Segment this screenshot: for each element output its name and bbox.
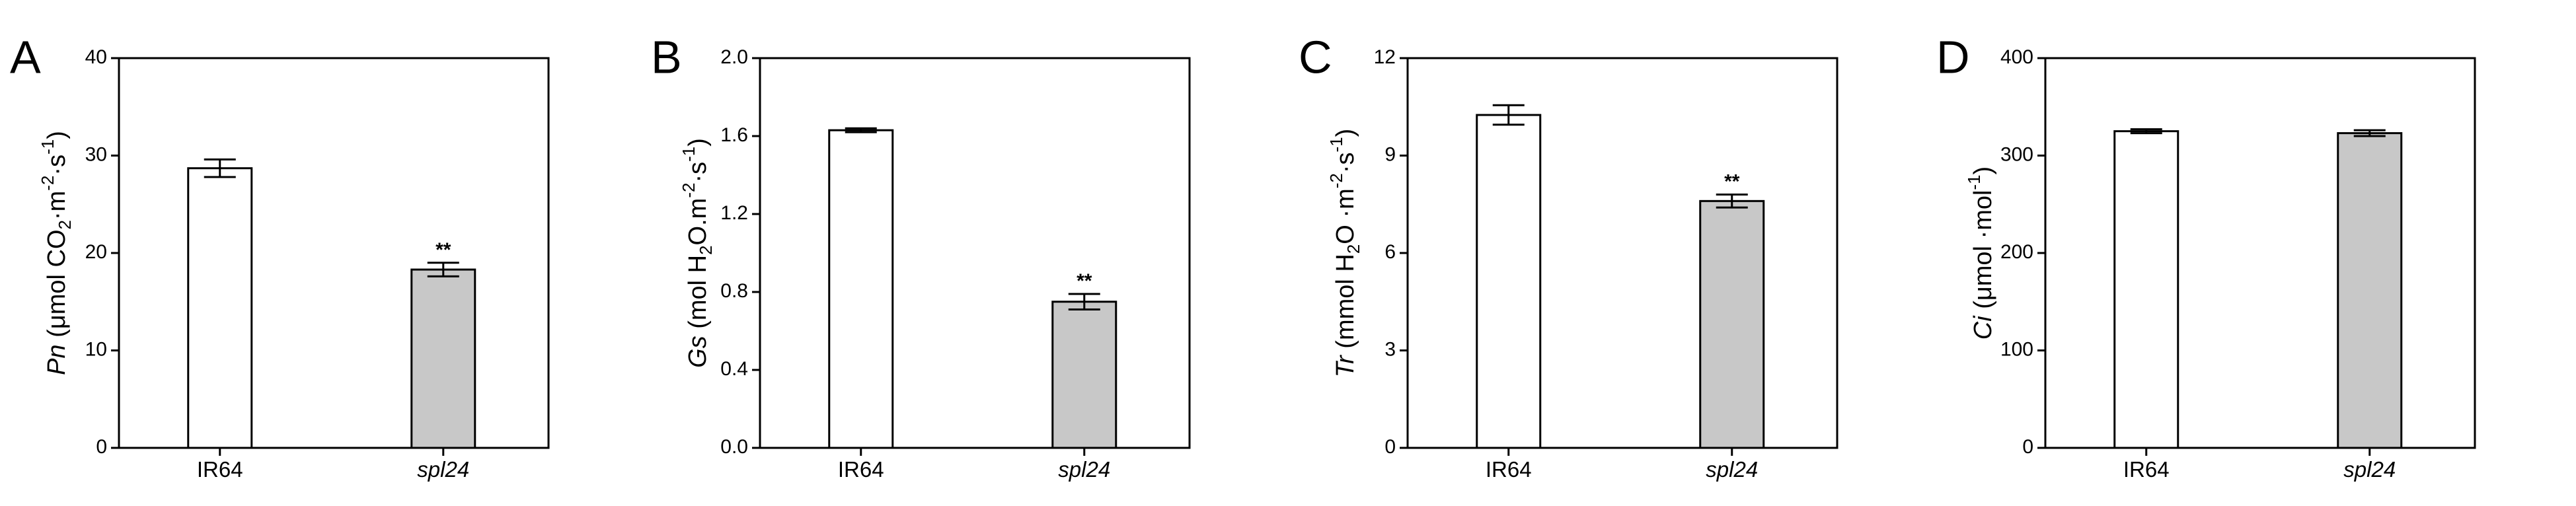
y-axis-label-part: -2 [38, 176, 57, 191]
error-bar [2130, 128, 2162, 135]
y-tick-label: 400 [2000, 46, 2033, 68]
y-tick-label: 0 [96, 436, 107, 458]
y-axis-label-part: O.m [684, 198, 712, 246]
y-tick-label: 0.4 [720, 358, 748, 380]
bar-ir64 [1476, 114, 1542, 449]
panel-letter: A [10, 31, 41, 83]
y-tick-label: 200 [2000, 241, 2033, 263]
error-bar [1716, 194, 1748, 209]
y-tick-label: 0.8 [720, 280, 748, 302]
y-axis-label-part: -2 [679, 183, 699, 198]
y-axis-label-part: ·s [1332, 152, 1359, 173]
y-tick-label: 20 [85, 241, 107, 263]
plot-frame [1406, 57, 1838, 449]
chart-panel-a: A 0 10 20 30 40 IR64 spl24 ** Pn (μmol CO2·m-2·s-… [10, 31, 550, 482]
plot-frame [118, 57, 550, 449]
y-tick-label: 1.6 [720, 124, 748, 146]
y-axis-label: Gs (mol H2O.m-2·s-1) [679, 138, 716, 368]
error-bar [1068, 293, 1100, 311]
y-axis-label: Ci (μmol ·mol-1) [1964, 166, 1997, 340]
bar-ir64 [187, 167, 253, 449]
y-tick-label: 100 [2000, 338, 2033, 360]
panel-letter: C [1299, 31, 1332, 83]
bar-spl24 [410, 268, 476, 449]
x-category-label: spl24 [2343, 457, 2396, 482]
y-tick-label: 9 [1384, 143, 1396, 165]
y-tick-label: 40 [85, 46, 107, 68]
y-axis-label-part: -1 [1964, 174, 1984, 190]
y-axis-label-part: -1 [1326, 137, 1346, 152]
y-axis-label: Tr (mmol H2O ·m-2·s-1) [1326, 129, 1363, 378]
y-tick-label: 12 [1374, 46, 1396, 68]
y-tick-label: 30 [85, 143, 107, 165]
chart-panel-c: C 0 3 6 9 12 IR64 spl24 ** Tr (mmol H2O ·m-2·s-1) [1299, 31, 1838, 482]
x-category-label: IR64 [838, 457, 884, 482]
y-axis-label: Pn (μmol CO2·m-2·s-1) [38, 131, 75, 375]
y-axis-label-part: (μmol CO [43, 229, 71, 344]
bar-spl24 [1051, 301, 1118, 449]
bar-ir64 [828, 129, 894, 449]
plot-frame [2044, 57, 2476, 449]
y-tick-label: 10 [85, 338, 107, 360]
y-axis-label-part: Ci [1969, 315, 1997, 340]
y-axis-label-part: (mmol H [1332, 254, 1359, 355]
y-axis-label-part: -1 [38, 139, 57, 155]
error-bar [204, 158, 236, 178]
panel-letter: D [1936, 31, 1970, 83]
y-axis-label-part: ·s [684, 162, 712, 183]
significance-marker: ** [436, 239, 451, 261]
y-axis-label-part: -2 [1326, 173, 1346, 188]
x-category-label: IR64 [1486, 457, 1532, 482]
y-tick-label: 6 [1384, 241, 1396, 263]
plot-frame [759, 57, 1191, 449]
bar-ir64 [2113, 130, 2179, 449]
y-axis-label-part: ) [1969, 166, 1997, 175]
error-bar [845, 127, 877, 133]
error-bar [2353, 129, 2386, 137]
x-category-label: spl24 [417, 457, 469, 482]
x-category-label: IR64 [197, 457, 243, 482]
y-axis-label-part: O ·m [1332, 188, 1359, 244]
x-category-label: IR64 [2123, 457, 2170, 482]
y-axis-label-part: (μmol ·mol [1969, 190, 1997, 316]
y-axis-label-part: -1 [679, 147, 699, 162]
y-axis-label-part: ) [43, 131, 71, 139]
y-axis-label-part: Pn [43, 344, 71, 375]
y-axis-label-part: ·m [43, 191, 71, 220]
y-tick-label: 1.2 [720, 202, 748, 224]
chart-panel-b: B 0.0 0.4 0.8 1.2 1.6 2.0 IR64 spl24 ** Gs (mol H2… [651, 31, 1191, 482]
y-tick-label: 2.0 [720, 46, 748, 68]
y-tick-label: 0.0 [720, 436, 748, 458]
chart-panel-d: D 0 100 200 300 400 IR64 spl24 Ci (μmol ·mol-1) [1936, 31, 2476, 482]
bar-spl24 [1699, 199, 1765, 449]
y-axis-label-part: Tr [1332, 355, 1359, 377]
bar-spl24 [2337, 132, 2403, 449]
panel-letter: B [651, 31, 682, 83]
y-axis-label-part: (mol H [684, 255, 712, 336]
y-axis-label-part: 2 [55, 220, 75, 229]
error-bar [427, 262, 459, 277]
y-axis-label-part: 2 [696, 245, 716, 254]
y-tick-label: 300 [2000, 143, 2033, 165]
error-bar [1492, 104, 1525, 126]
y-axis-label-part: ) [1332, 129, 1359, 137]
y-tick-label: 3 [1384, 338, 1396, 360]
significance-marker: ** [1077, 270, 1092, 292]
x-category-label: spl24 [1058, 457, 1110, 482]
x-category-label: spl24 [1706, 457, 1758, 482]
y-axis-label-part: 2 [1344, 244, 1363, 254]
y-axis-label-part: ) [684, 138, 712, 147]
y-tick-label: 0 [2022, 436, 2033, 458]
significance-marker: ** [1724, 171, 1740, 193]
y-axis-label-part: Gs [684, 336, 712, 368]
y-axis-label-part: ·s [43, 155, 71, 176]
y-tick-label: 0 [1384, 436, 1396, 458]
